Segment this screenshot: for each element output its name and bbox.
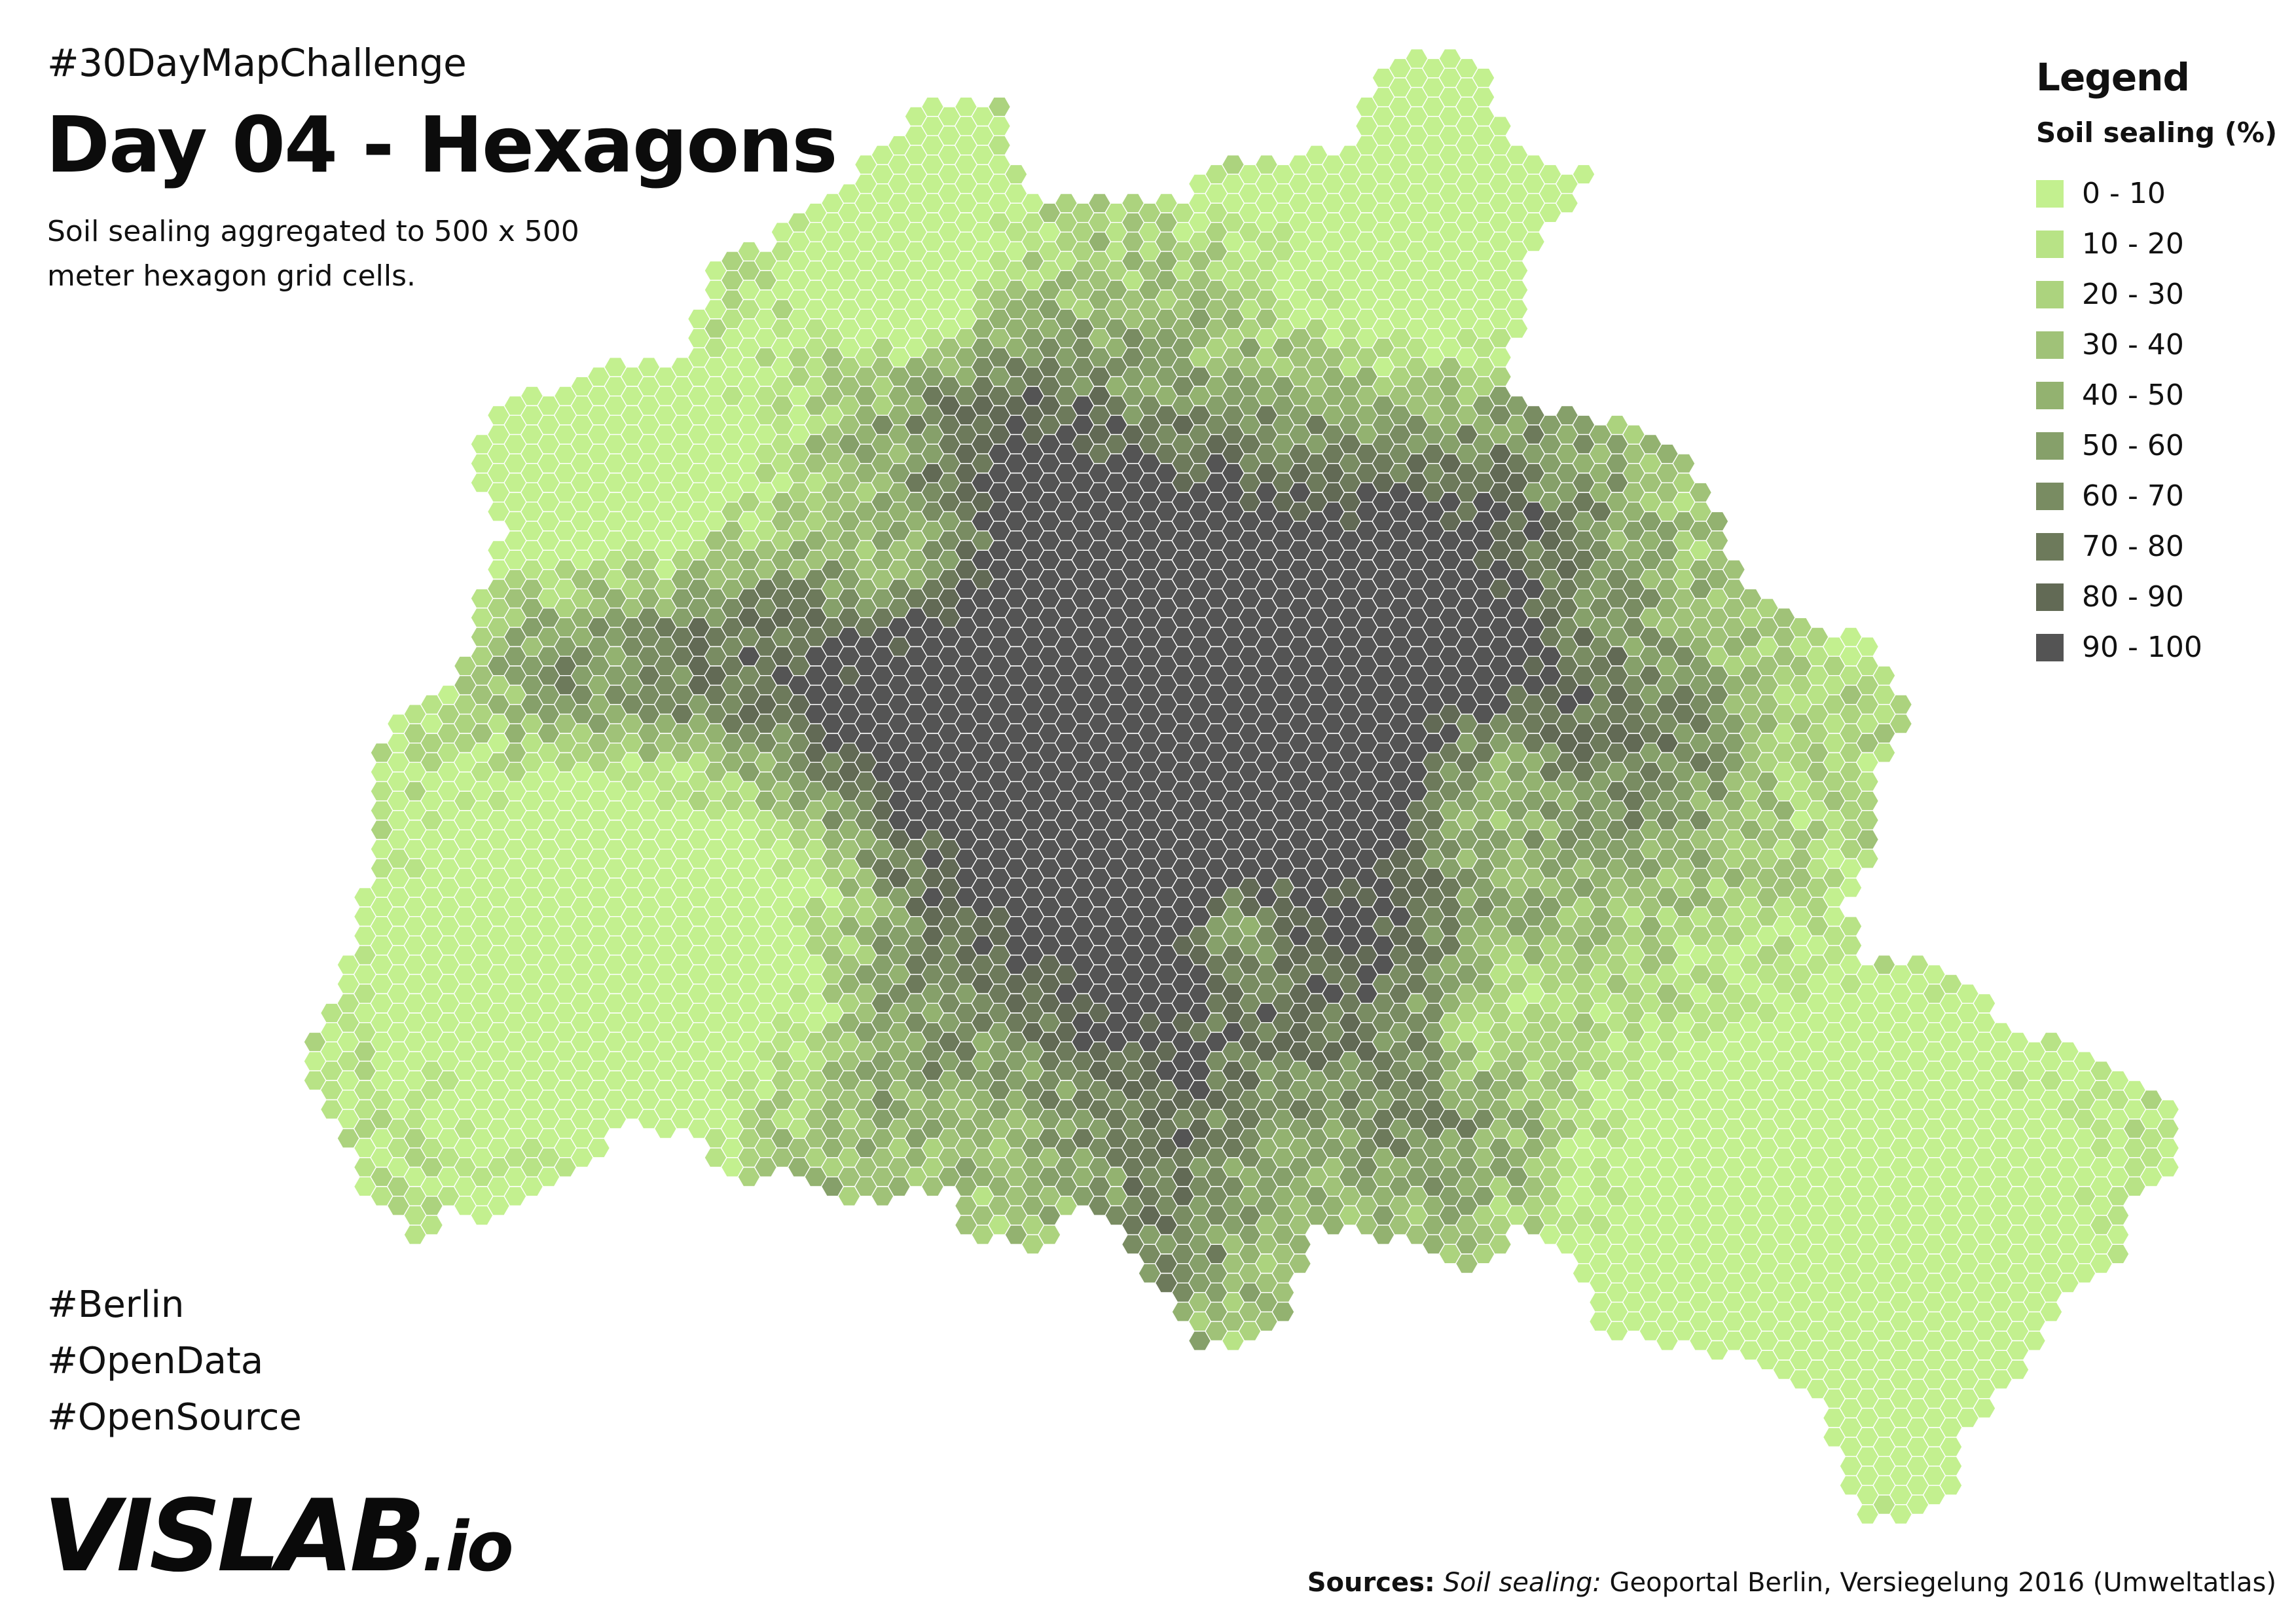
legend-label: 20 - 30 [2082, 278, 2184, 311]
legend-swatch [2036, 230, 2064, 258]
legend-label: 50 - 60 [2082, 429, 2184, 462]
legend-label: 90 - 100 [2082, 631, 2202, 664]
legend-swatch [2036, 482, 2064, 510]
hashtag-berlin: #Berlin [47, 1283, 185, 1326]
legend-label: 70 - 80 [2082, 530, 2184, 563]
vislab-logo: VISLAB.io [43, 1486, 514, 1587]
legend-swatch [2036, 381, 2064, 409]
hashtag-opendata: #OpenData [47, 1340, 264, 1382]
legend-label: 40 - 50 [2082, 378, 2184, 412]
legend-swatch [2036, 432, 2064, 460]
page-title: Day 04 - Hexagons [46, 100, 838, 190]
hexagon-cell [587, 1137, 611, 1158]
legend-item: 60 - 70 [2036, 471, 2285, 521]
legend-label: 0 - 10 [2082, 177, 2166, 210]
hexagon-cell [420, 1215, 444, 1236]
legend-label: 60 - 70 [2082, 479, 2184, 513]
hexagon-grid-layer [303, 48, 2180, 1525]
legend-items: 0 - 10 10 - 20 20 - 30 30 - 40 40 - 50 5… [2036, 168, 2285, 673]
legend-item: 50 - 60 [2036, 420, 2285, 471]
hashtag-opensource: #OpenSource [47, 1396, 302, 1439]
legend-item: 30 - 40 [2036, 320, 2285, 370]
sources-dataset: Soil sealing: [1443, 1568, 1601, 1598]
legend-swatch [2036, 280, 2064, 308]
legend-swatch [2036, 532, 2064, 561]
legend-item: 90 - 100 [2036, 622, 2285, 673]
legend-swatch [2036, 633, 2064, 661]
sources-credit: Sources: Soil sealing: Geoportal Berlin,… [1307, 1568, 2276, 1598]
legend-title: Legend [2036, 55, 2190, 100]
legend-label: 10 - 20 [2082, 227, 2184, 261]
legend-item: 40 - 50 [2036, 370, 2285, 420]
challenge-hashtag: #30DayMapChallenge [47, 41, 467, 85]
hashtag-list: #Berlin #OpenData #OpenSource [47, 1277, 302, 1446]
legend-item: 20 - 30 [2036, 269, 2285, 320]
legend-label: 80 - 90 [2082, 580, 2184, 614]
legend-item: 70 - 80 [2036, 521, 2285, 572]
sources-label: Sources: [1307, 1568, 1435, 1598]
logo-main: VISLAB [43, 1478, 426, 1594]
legend-subtitle: Soil sealing (%) [2036, 117, 2278, 149]
sources-text: Geoportal Berlin, Versiegelung 2016 (Umw… [1609, 1568, 2276, 1598]
logo-suffix: .io [422, 1507, 514, 1587]
legend-item: 0 - 10 [2036, 168, 2285, 219]
legend-swatch [2036, 331, 2064, 359]
legend-item: 80 - 90 [2036, 572, 2285, 622]
legend-label: 30 - 40 [2082, 328, 2184, 361]
legend-item: 10 - 20 [2036, 219, 2285, 269]
legend: Legend Soil sealing (%) 0 - 10 10 - 20 2… [2036, 55, 2285, 673]
page-subtitle: Soil sealing aggregated to 500 x 500 met… [47, 215, 579, 293]
legend-swatch [2036, 583, 2064, 611]
legend-swatch [2036, 179, 2064, 208]
